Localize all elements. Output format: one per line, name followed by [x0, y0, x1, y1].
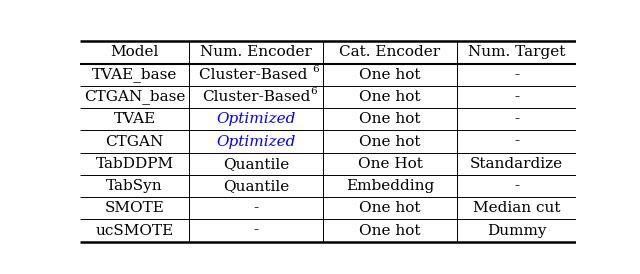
- Text: TVAE: TVAE: [113, 112, 156, 126]
- Text: -: -: [514, 135, 519, 149]
- Text: 6: 6: [313, 65, 319, 74]
- Text: One Hot: One Hot: [358, 157, 422, 171]
- Text: -: -: [253, 224, 259, 238]
- Text: One hot: One hot: [359, 201, 420, 215]
- Text: Model: Model: [110, 45, 159, 59]
- Text: -: -: [514, 112, 519, 126]
- Text: CTGAN_base: CTGAN_base: [84, 90, 185, 104]
- Text: Optimized: Optimized: [216, 112, 296, 126]
- Text: Median cut: Median cut: [473, 201, 560, 215]
- Text: -: -: [514, 179, 519, 193]
- Text: TabDDPM: TabDDPM: [95, 157, 173, 171]
- Text: One hot: One hot: [359, 112, 420, 126]
- Text: 6: 6: [310, 87, 317, 96]
- Text: CTGAN: CTGAN: [106, 135, 164, 149]
- Text: -: -: [514, 90, 519, 104]
- Text: Standardize: Standardize: [470, 157, 563, 171]
- Text: TabSyn: TabSyn: [106, 179, 163, 193]
- Text: Num. Encoder: Num. Encoder: [200, 45, 312, 59]
- Text: One hot: One hot: [359, 224, 420, 238]
- Text: Cluster-Based: Cluster-Based: [200, 68, 313, 82]
- Text: Cluster-Based: Cluster-Based: [202, 90, 310, 104]
- Text: SMOTE: SMOTE: [104, 201, 164, 215]
- Text: Optimized: Optimized: [216, 135, 296, 149]
- Text: One hot: One hot: [359, 135, 420, 149]
- Text: -: -: [253, 201, 259, 215]
- Text: -: -: [514, 68, 519, 82]
- Text: One hot: One hot: [359, 68, 420, 82]
- Text: Embedding: Embedding: [346, 179, 434, 193]
- Text: Quantile: Quantile: [223, 179, 289, 193]
- Text: TVAE_base: TVAE_base: [92, 67, 177, 82]
- Text: Quantile: Quantile: [223, 157, 289, 171]
- Text: Num. Target: Num. Target: [468, 45, 565, 59]
- Text: Dummy: Dummy: [487, 224, 546, 238]
- Text: ucSMOTE: ucSMOTE: [95, 224, 173, 238]
- Text: Cat. Encoder: Cat. Encoder: [339, 45, 440, 59]
- Text: One hot: One hot: [359, 90, 420, 104]
